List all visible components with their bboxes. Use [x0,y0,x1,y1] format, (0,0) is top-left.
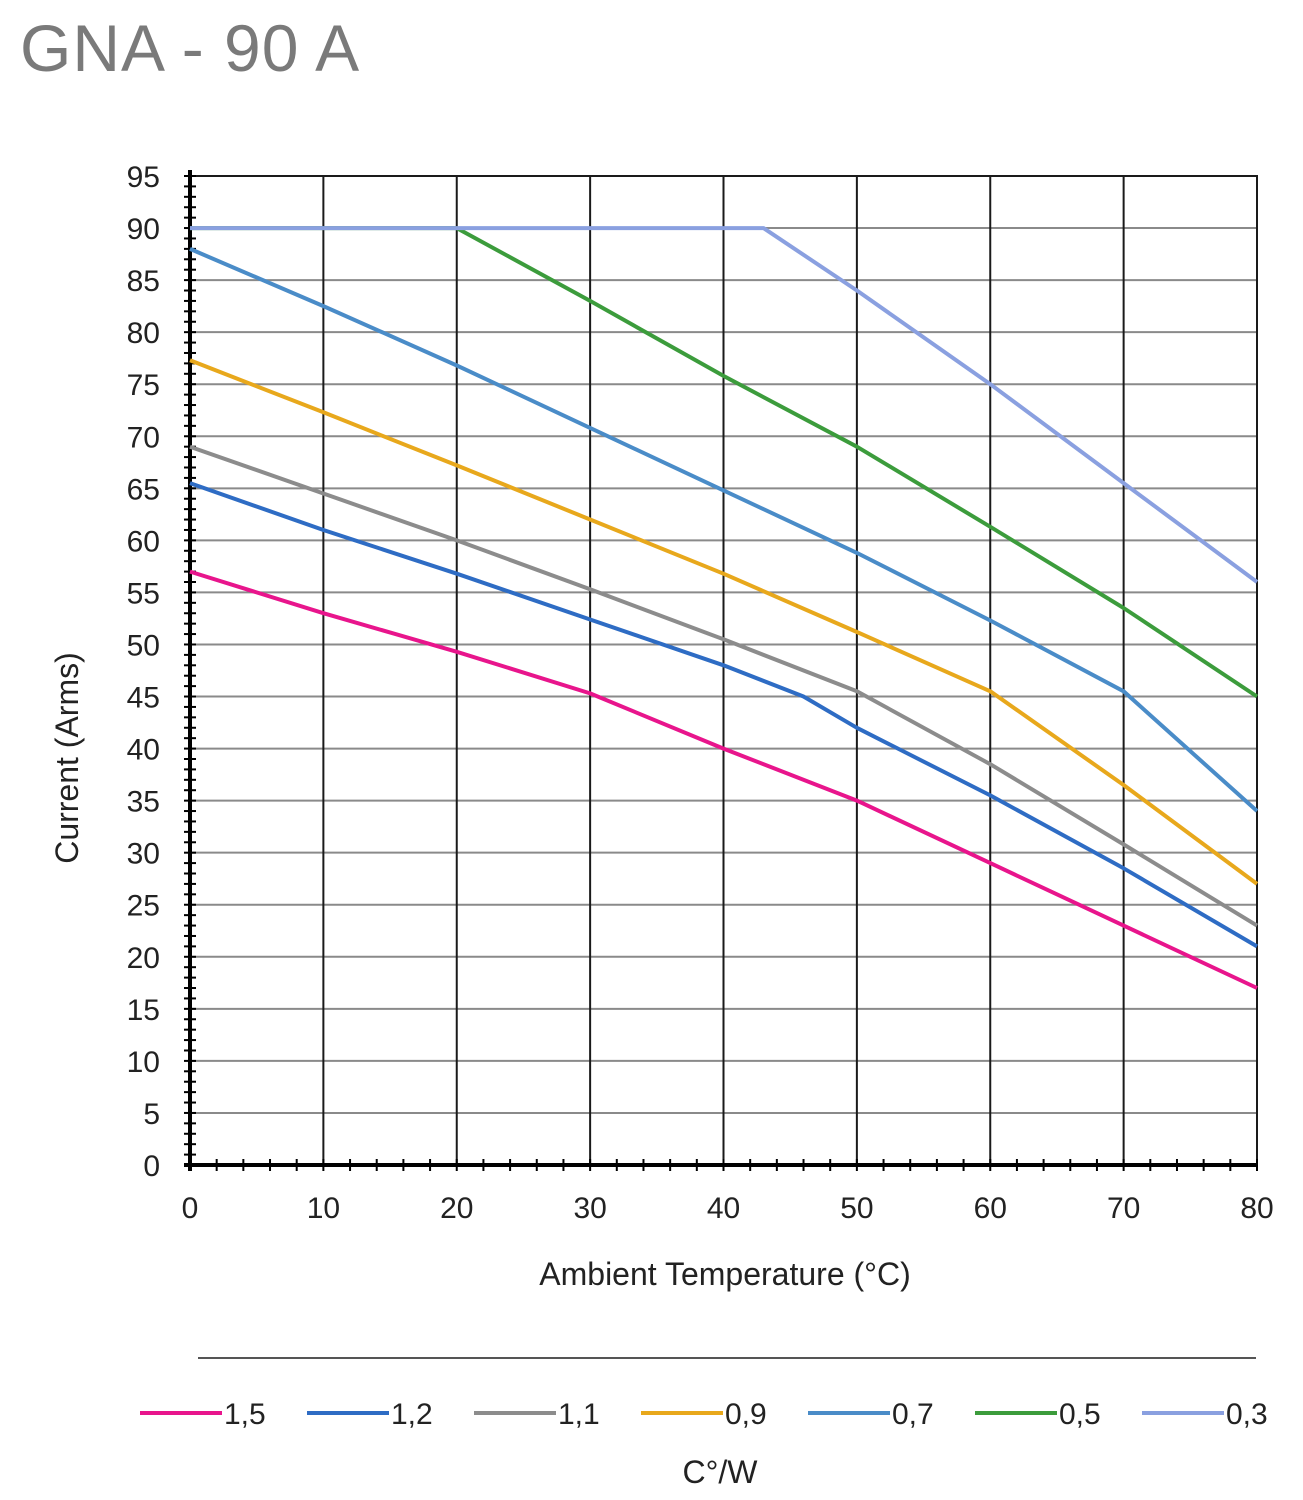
x-axis-label: Ambient Temperature (°C) [539,1256,910,1292]
y-tick-label: 35 [127,786,160,819]
series-lines [189,226,1259,990]
y-tick-label: 45 [127,682,160,715]
y-tick-label: 85 [127,265,160,298]
y-tick-label: 15 [127,994,160,1027]
series-line-1-2 [189,481,1259,949]
series-line-0-5 [190,226,1259,699]
legend-label: 0,9 [725,1398,767,1431]
y-tick-label: 40 [127,734,160,767]
x-tick-label: 50 [840,1192,873,1225]
series-line-0-3 [190,226,1259,584]
x-tick-label: 10 [307,1192,340,1225]
y-tick-label: 60 [127,525,160,558]
y-tick-label: 75 [127,369,160,402]
y-tick-label: 5 [143,1098,160,1131]
x-tick-labels: 0 10 20 30 40 50 60 70 80 [182,1192,1274,1225]
y-tick-label: 70 [127,421,160,454]
legend-title: C°/W [683,1454,759,1490]
y-tick-label: 50 [127,629,160,662]
y-tick-label: 30 [127,838,160,871]
series-line-0-7 [189,247,1259,813]
y-tick-label: 90 [127,213,160,246]
x-tick-label: 40 [707,1192,740,1225]
legend-label: 1,5 [224,1398,266,1431]
legend-label: 0,7 [892,1398,934,1431]
y-axis-label: Current (Arms) [49,652,85,864]
grid [184,170,1258,1171]
x-tick-label: 60 [974,1192,1007,1225]
y-tick-label: 20 [127,942,160,975]
x-tick-label: 20 [440,1192,473,1225]
series-line-1-5 [189,569,1258,990]
y-tick-label: 95 [127,161,160,194]
legend-label: 1,1 [558,1398,600,1431]
y-tick-label: 25 [127,890,160,923]
y-tick-label: 0 [143,1150,160,1183]
y-tick-label: 65 [127,473,160,506]
series-line-1-1 [189,444,1259,928]
legend-label: 1,2 [391,1398,433,1431]
x-tick-label: 0 [182,1192,199,1225]
legend: 1,5 1,2 1,1 0,9 0,7 0,5 0,3 [140,1398,1268,1431]
y-tick-label: 10 [127,1046,160,1079]
series-line-0-9 [189,358,1259,886]
x-tick-label: 70 [1107,1192,1140,1225]
chart-title: GNA - 90 A [20,11,361,85]
y-tick-label: 80 [127,317,160,350]
legend-label: 0,5 [1059,1398,1101,1431]
y-tick-label: 55 [127,577,160,610]
legend-label: 0,3 [1226,1398,1268,1431]
x-tick-label: 80 [1240,1192,1273,1225]
x-tick-label: 30 [573,1192,606,1225]
minor-ticks [184,175,1258,1171]
y-tick-labels: 0 5 10 15 20 25 30 35 40 45 50 55 60 65 70 75 80 85 90 95 [127,161,160,1183]
